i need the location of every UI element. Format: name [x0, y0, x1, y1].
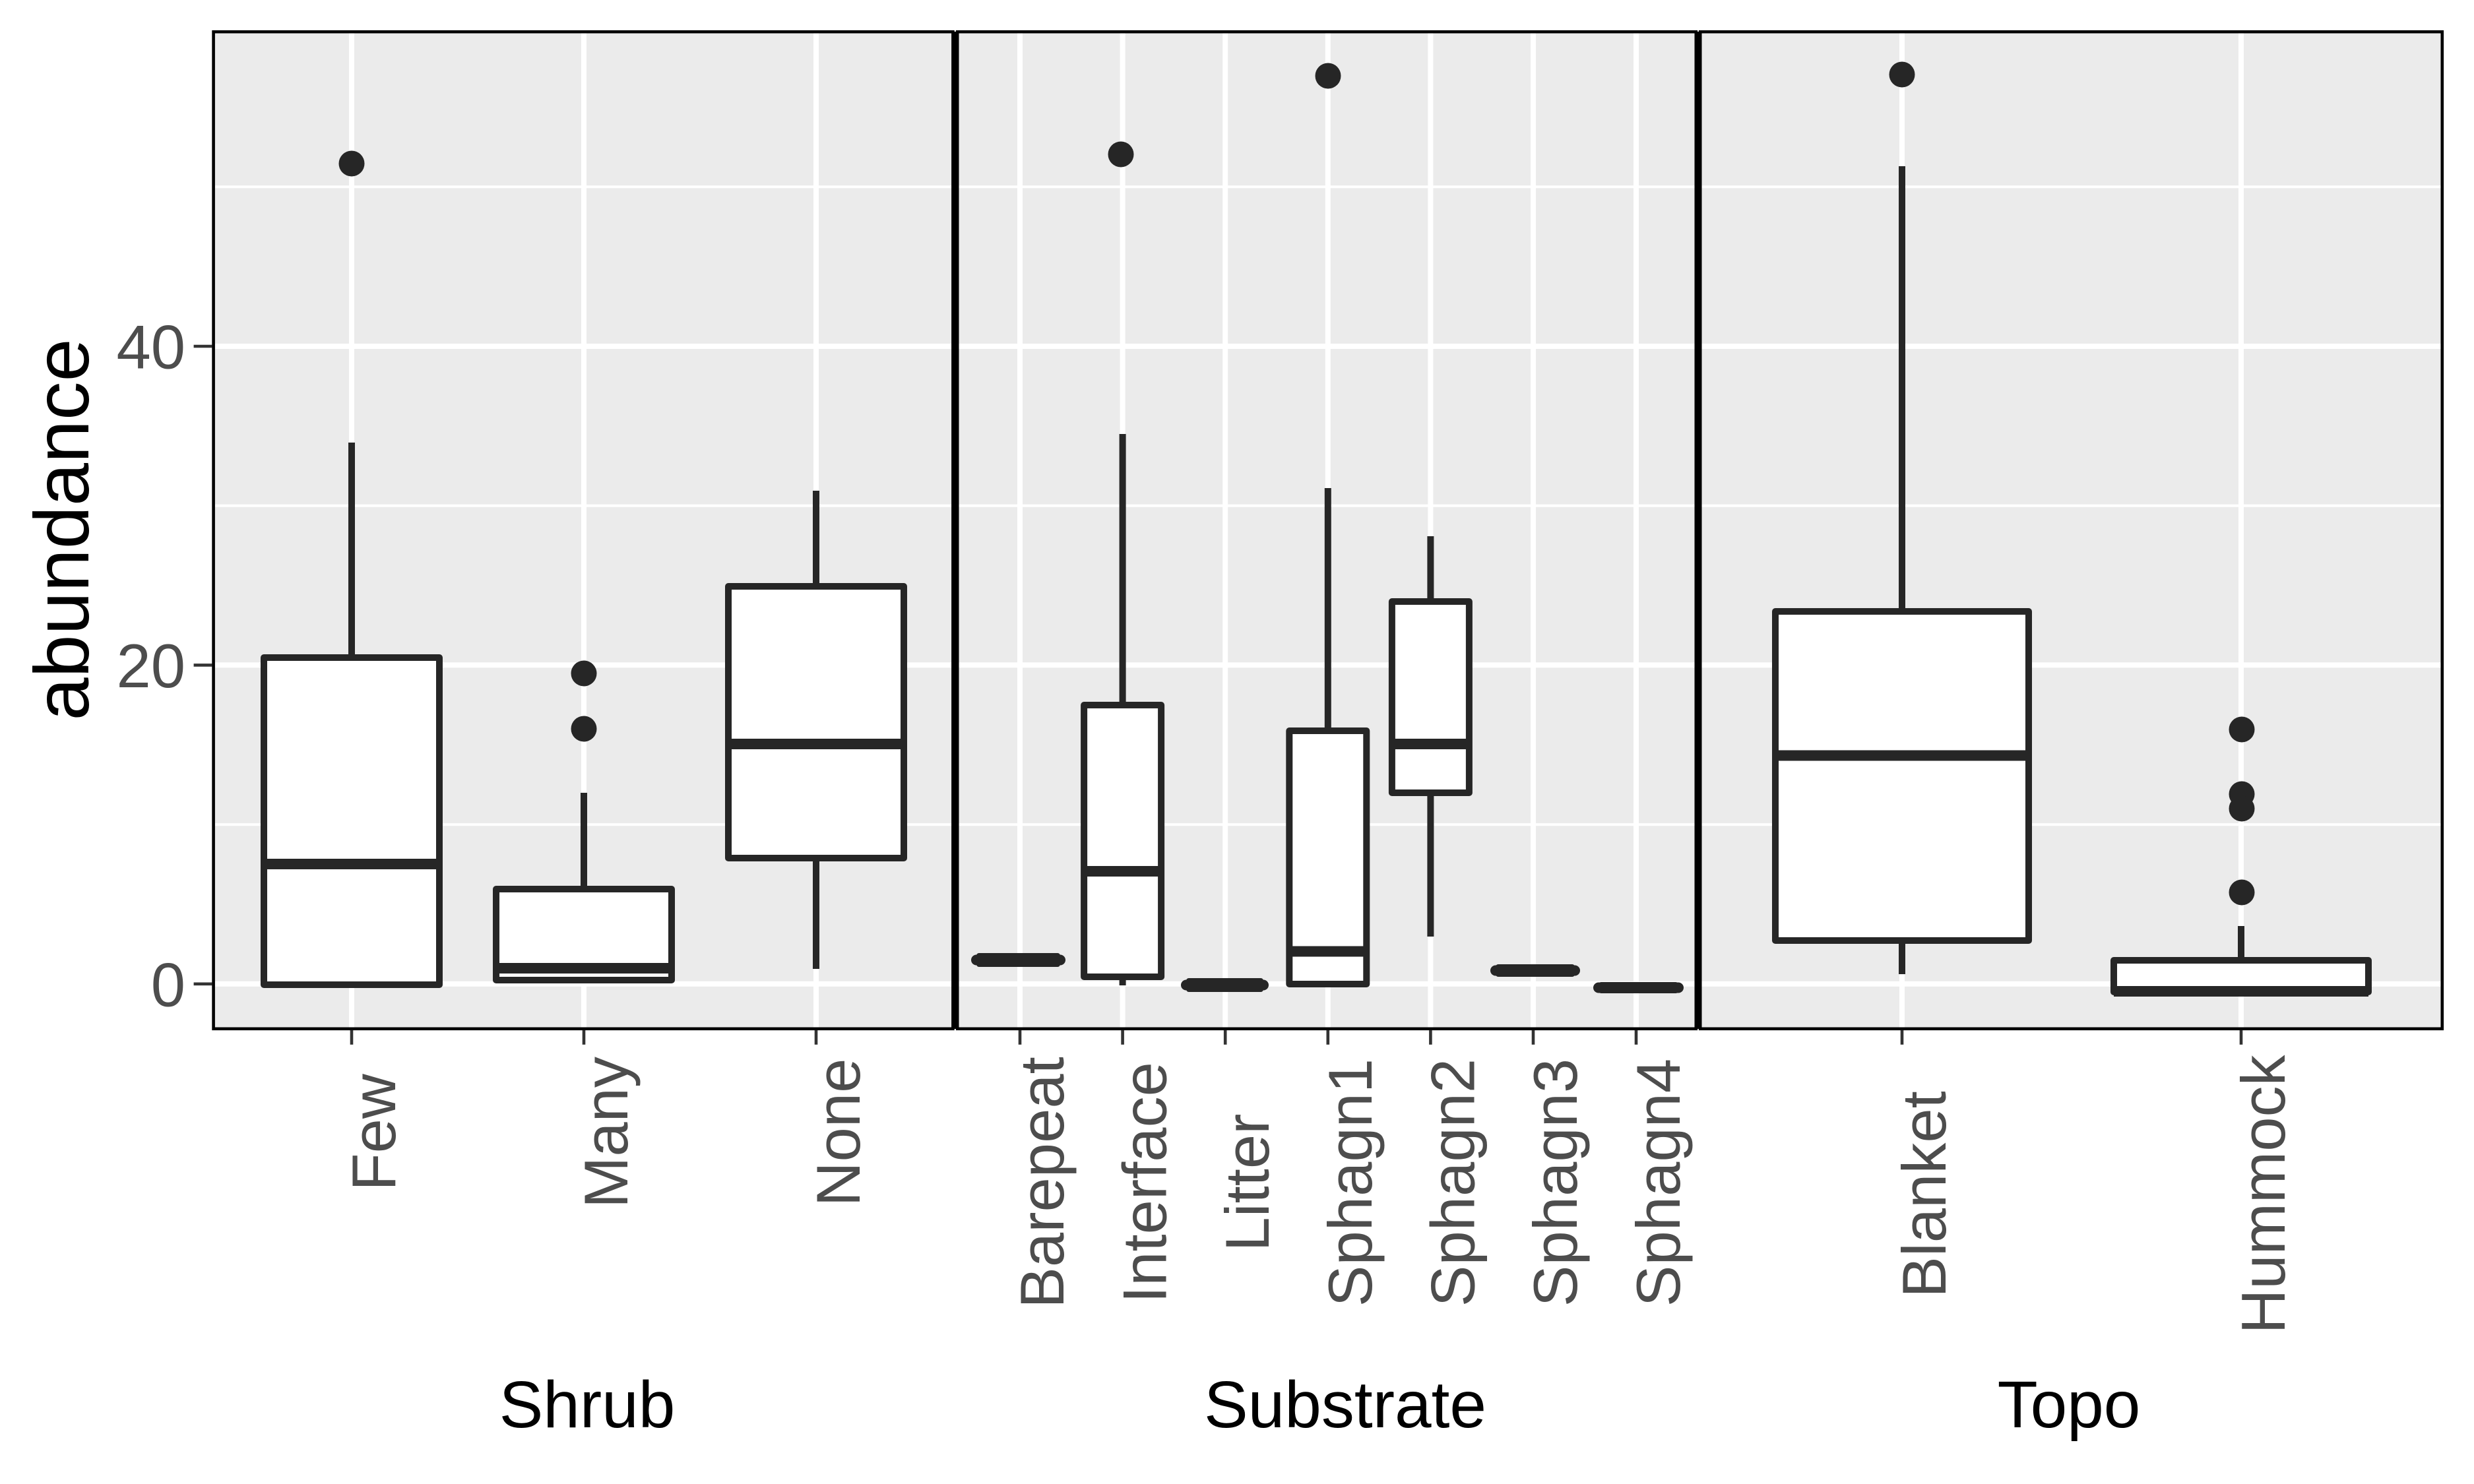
- svg-text:40: 40: [116, 313, 185, 382]
- svg-text:abundance: abundance: [18, 338, 105, 720]
- svg-text:Sphagn2: Sphagn2: [1418, 1059, 1487, 1307]
- svg-text:Sphagn4: Sphagn4: [1624, 1059, 1693, 1307]
- svg-text:Interface: Interface: [1110, 1062, 1180, 1303]
- svg-text:0: 0: [151, 950, 185, 1019]
- svg-text:Hummock: Hummock: [2229, 1054, 2298, 1334]
- svg-text:Substrate: Substrate: [1204, 1368, 1486, 1442]
- svg-text:Blanket: Blanket: [1889, 1091, 1959, 1298]
- svg-text:Sphagn3: Sphagn3: [1521, 1059, 1590, 1307]
- svg-text:Barepeat: Barepeat: [1007, 1057, 1077, 1309]
- svg-text:Topo: Topo: [1998, 1368, 2141, 1442]
- svg-text:20: 20: [116, 631, 185, 700]
- svg-text:None: None: [804, 1059, 873, 1207]
- svg-text:Many: Many: [571, 1057, 641, 1208]
- svg-text:Sphagn1: Sphagn1: [1316, 1059, 1385, 1307]
- svg-text:Litter: Litter: [1213, 1114, 1282, 1252]
- svg-text:Few: Few: [339, 1073, 408, 1191]
- svg-text:Shrub: Shrub: [499, 1368, 676, 1442]
